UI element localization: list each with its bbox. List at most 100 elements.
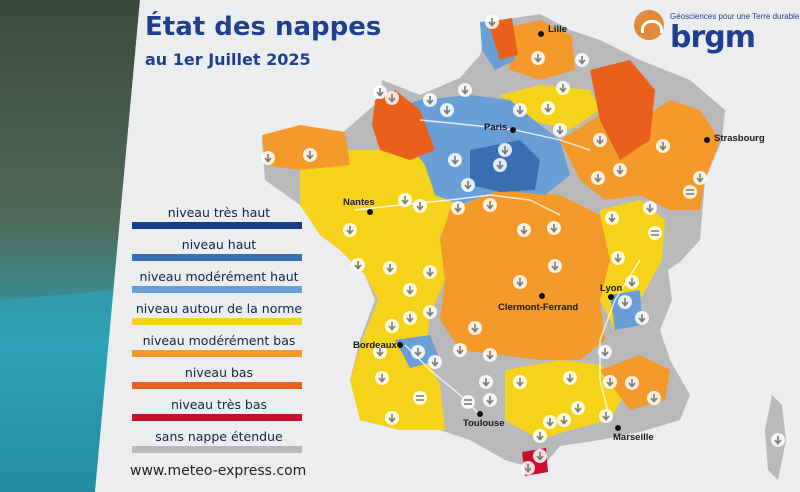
- trend-down-icon: [557, 413, 571, 427]
- trend-down-icon: [428, 355, 442, 369]
- brgm-tagline: Géosciences pour une Terre durable: [670, 12, 800, 21]
- brgm-logo: Géosciences pour une Terre durable brgm: [632, 6, 800, 58]
- trend-down-icon: [541, 101, 555, 115]
- legend-label: niveau modérément haut: [139, 269, 299, 284]
- trend-down-icon: [413, 199, 427, 213]
- trend-down-icon: [593, 133, 607, 147]
- trend-down-icon: [625, 275, 639, 289]
- trend-down-icon: [598, 345, 612, 359]
- trend-down-icon: [611, 251, 625, 265]
- legend-label: niveau modérément bas: [142, 333, 296, 348]
- trend-down-icon: [556, 81, 570, 95]
- legend-item-none: sans nappe étendue: [128, 427, 310, 459]
- map-region-low-lorraine: [590, 60, 655, 160]
- trend-down-icon: [483, 348, 497, 362]
- page-subtitle: au 1er Juillet 2025: [145, 50, 311, 69]
- legend-swatch: [132, 318, 302, 325]
- city-lyon: Lyon: [600, 283, 623, 300]
- legend-item-mod-low: niveau modérément bas: [128, 331, 310, 363]
- trend-down-icon: [531, 51, 545, 65]
- city-lille: Lille: [538, 24, 567, 37]
- trend-down-icon: [548, 259, 562, 273]
- trend-down-icon: [461, 178, 475, 192]
- map-region-mod-low-center: [440, 190, 610, 360]
- trend-down-icon: [575, 53, 589, 67]
- legend-swatch: [132, 254, 302, 261]
- map-region-mod-low-north: [505, 20, 575, 80]
- city-label: Nantes: [343, 197, 375, 208]
- legend-swatch: [132, 286, 302, 293]
- river-rhone: [599, 259, 641, 421]
- legend-label: niveau très bas: [170, 397, 268, 412]
- legend-label: niveau bas: [184, 365, 254, 380]
- legend-item-very-low: niveau très bas: [128, 395, 310, 427]
- trend-down-icon: [513, 275, 527, 289]
- legend-label: niveau autour de la norme: [135, 301, 303, 316]
- map-legend: niveau très haut niveau haut niveau modé…: [128, 203, 310, 459]
- legend-item-very-high: niveau très haut: [128, 203, 310, 235]
- trend-down-icon: [625, 376, 639, 390]
- trend-down-icon: [453, 343, 467, 357]
- legend-item-mod-high: niveau modérément haut: [128, 267, 310, 299]
- trend-down-icon: [351, 258, 365, 272]
- trend-stable-icon: [648, 226, 662, 240]
- trend-down-icon: [533, 449, 547, 463]
- trend-down-icon: [423, 93, 437, 107]
- trend-down-icon: [385, 411, 399, 425]
- trend-down-icon: [493, 158, 507, 172]
- trend-down-icon: [543, 415, 557, 429]
- city-toulouse: Toulouse: [463, 411, 505, 429]
- trend-down-icon: [547, 221, 561, 235]
- map-region-mod-high-lyon: [610, 290, 642, 330]
- page-title: État des nappes: [145, 12, 382, 42]
- trend-down-icon: [485, 15, 499, 29]
- legend-label: niveau haut: [181, 237, 257, 252]
- city-label: Strasbourg: [714, 133, 765, 144]
- trend-down-icon: [458, 83, 472, 97]
- trend-down-icon: [403, 311, 417, 325]
- trend-down-icon: [553, 123, 567, 137]
- city-paris: Paris: [484, 122, 516, 133]
- trend-down-icon: [303, 148, 317, 162]
- trend-down-icon: [343, 223, 357, 237]
- trend-stable-icon: [461, 395, 475, 409]
- city-clermont: Clermont-Ferrand: [498, 293, 578, 313]
- map-region-low-normandy: [372, 90, 435, 160]
- trend-down-icon: [647, 391, 661, 405]
- city-label: Clermont-Ferrand: [498, 302, 578, 313]
- trend-markers: [261, 15, 785, 475]
- trend-down-icon: [385, 91, 399, 105]
- trend-down-icon: [618, 295, 632, 309]
- trend-down-icon: [521, 461, 535, 475]
- trend-down-icon: [513, 103, 527, 117]
- trend-down-icon: [479, 375, 493, 389]
- brgm-wordmark: brgm: [670, 20, 756, 55]
- legend-label: sans nappe étendue: [155, 429, 283, 444]
- city-bordeaux: Bordeaux: [353, 340, 403, 351]
- trend-down-icon: [771, 433, 785, 447]
- trend-down-icon: [693, 171, 707, 185]
- city-nantes: Nantes: [343, 197, 375, 215]
- trend-down-icon: [483, 393, 497, 407]
- trend-down-icon: [533, 429, 547, 443]
- trend-down-icon: [591, 171, 605, 185]
- city-label: Marseille: [613, 432, 654, 443]
- trend-down-icon: [423, 265, 437, 279]
- legend-swatch: [132, 222, 302, 229]
- trend-down-icon: [643, 201, 657, 215]
- trend-down-icon: [261, 151, 275, 165]
- city-label: Lille: [548, 24, 567, 35]
- trend-down-icon: [373, 345, 387, 359]
- trend-down-icon: [375, 371, 389, 385]
- trend-down-icon: [483, 198, 497, 212]
- trend-down-icon: [398, 193, 412, 207]
- trend-down-icon: [383, 261, 397, 275]
- legend-swatch: [132, 446, 302, 453]
- trend-down-icon: [563, 371, 577, 385]
- trend-stable-icon: [683, 185, 697, 199]
- trend-down-icon: [513, 375, 527, 389]
- trend-down-icon: [498, 143, 512, 157]
- trend-down-icon: [517, 223, 531, 237]
- legend-item-low: niveau bas: [128, 363, 310, 395]
